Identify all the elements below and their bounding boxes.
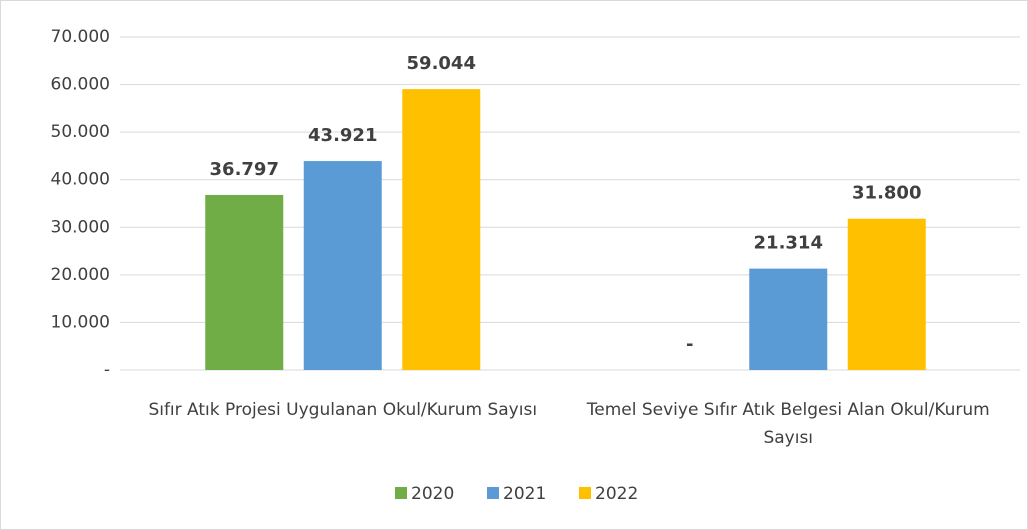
y-tick-label: 30.000: [51, 217, 110, 237]
bar: [847, 218, 926, 370]
data-label: 36.797: [210, 159, 279, 180]
y-tick-label: 50.000: [51, 122, 110, 142]
bar: [205, 194, 284, 370]
y-tick-label: 70.000: [51, 27, 110, 47]
x-tick-label: Temel Seviye Sıfır Atık Belgesi Alan Oku…: [586, 400, 990, 448]
y-tick-label: -: [104, 360, 110, 380]
legend-label: 2021: [503, 484, 546, 504]
legend-label: 2022: [595, 484, 638, 504]
y-tick-label: 10.000: [51, 312, 110, 332]
y-tick-label: 20.000: [51, 265, 110, 285]
data-label: 59.044: [407, 53, 476, 74]
data-label: 43.921: [308, 125, 377, 146]
data-label: -: [686, 334, 693, 355]
y-tick-label: 40.000: [51, 170, 110, 190]
bar: [303, 161, 382, 370]
data-label: 21.314: [754, 233, 823, 254]
data-label: 31.800: [852, 183, 921, 204]
bar: [749, 268, 828, 370]
y-tick-label: 60.000: [51, 75, 110, 95]
x-tick-label: Sıfır Atık Projesi Uygulanan Okul/Kurum …: [148, 400, 538, 420]
legend-swatch: [395, 487, 407, 499]
bar: [402, 89, 481, 370]
legend-swatch: [579, 487, 591, 499]
legend-label: 2020: [411, 484, 454, 504]
legend-swatch: [487, 487, 499, 499]
